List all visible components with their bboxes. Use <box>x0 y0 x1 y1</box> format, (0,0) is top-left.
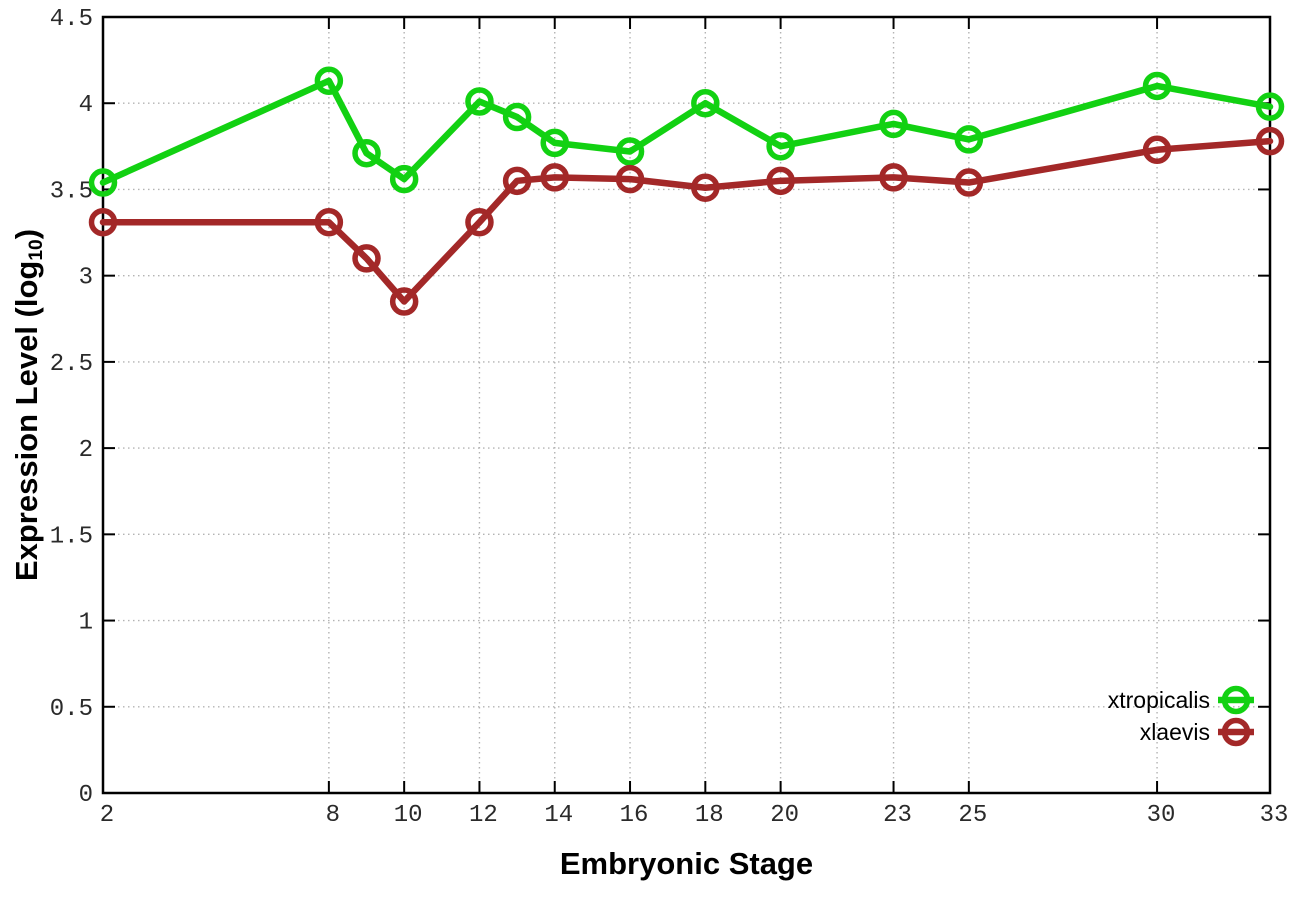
series-line-xlaevis <box>99 137 1274 305</box>
data-point-xtropicalis <box>766 132 795 161</box>
data-point-xlaevis <box>1142 135 1172 165</box>
x-tick-label: 2 <box>100 802 114 829</box>
data-point-xlaevis <box>691 173 720 202</box>
legend-marker-xtropicalis <box>1221 685 1251 715</box>
x-tick-label: 8 <box>326 802 340 829</box>
y-tick-label: 1.5 <box>50 523 93 550</box>
y-axis-title-suffix: ) <box>9 228 44 240</box>
data-point-xtropicalis <box>879 109 908 139</box>
data-point-xlaevis <box>314 207 344 237</box>
x-tick-label: 25 <box>958 802 987 829</box>
y-axis-title-subscript: 10 <box>26 239 48 261</box>
data-point-xtropicalis <box>615 137 645 166</box>
x-tick-label: 10 <box>394 802 423 829</box>
y-tick-label: 1 <box>79 610 93 637</box>
y-tick-label: 3 <box>79 265 93 292</box>
x-tick-label: 23 <box>883 802 912 829</box>
y-tick-label: 0 <box>79 782 93 809</box>
data-point-xlaevis <box>389 287 419 316</box>
data-point-xtropicalis <box>1142 71 1172 101</box>
series-line-xtropicalis <box>99 77 1274 186</box>
x-tick-label: 20 <box>770 802 799 829</box>
data-point-xlaevis <box>502 166 532 196</box>
x-tick-label: 18 <box>695 802 724 829</box>
data-point-xlaevis <box>879 163 908 192</box>
plot-border <box>101 15 1272 795</box>
y-tick-label: 2.5 <box>50 351 93 378</box>
x-tick-label: 30 <box>1147 802 1176 829</box>
data-point-xtropicalis <box>540 128 569 158</box>
x-axis-title: Embryonic Stage <box>559 846 814 881</box>
y-axis-title-text: Expression Level (log <box>9 260 44 582</box>
data-point-xlaevis <box>88 207 118 237</box>
legend-entry-xlaevis: xlaevis <box>1140 717 1254 747</box>
data-point-xtropicalis <box>88 168 118 197</box>
data-point-xtropicalis <box>691 88 720 118</box>
data-point-xtropicalis <box>352 138 381 168</box>
y-tick-label: 3.5 <box>50 178 93 205</box>
y-tick-label: 4.5 <box>50 6 93 33</box>
y-tick-label: 0.5 <box>50 696 93 723</box>
data-point-xtropicalis <box>502 102 532 132</box>
data-point-xtropicalis <box>389 164 419 194</box>
legend-marker-xlaevis <box>1221 717 1251 747</box>
legend-entry-xtropicalis: xtropicalis <box>1108 685 1254 715</box>
x-tick-label: 16 <box>620 802 649 829</box>
y-tick-label: 4 <box>79 92 93 119</box>
data-point-xlaevis <box>954 168 984 197</box>
data-point-xtropicalis <box>954 125 984 154</box>
data-point-xlaevis <box>352 244 381 273</box>
x-tick-label: 12 <box>469 802 498 829</box>
x-tick-label: 33 <box>1260 802 1289 829</box>
y-tick-label: 2 <box>79 437 93 464</box>
x-tick-label: 14 <box>544 802 573 829</box>
data-point-xlaevis <box>465 207 494 237</box>
data-point-xlaevis <box>766 166 795 196</box>
data-point-xtropicalis <box>465 87 494 116</box>
legend-label-xtropicalis: xtropicalis <box>1108 687 1210 713</box>
data-point-xlaevis <box>615 164 645 194</box>
data-point-xtropicalis <box>1255 92 1285 121</box>
y-axis-title: Expression Level (log10) <box>9 228 48 582</box>
data-point-xlaevis <box>1255 126 1285 156</box>
data-point-xtropicalis <box>314 66 344 96</box>
legend-label-xlaevis: xlaevis <box>1140 719 1210 745</box>
data-point-xlaevis <box>540 163 569 192</box>
